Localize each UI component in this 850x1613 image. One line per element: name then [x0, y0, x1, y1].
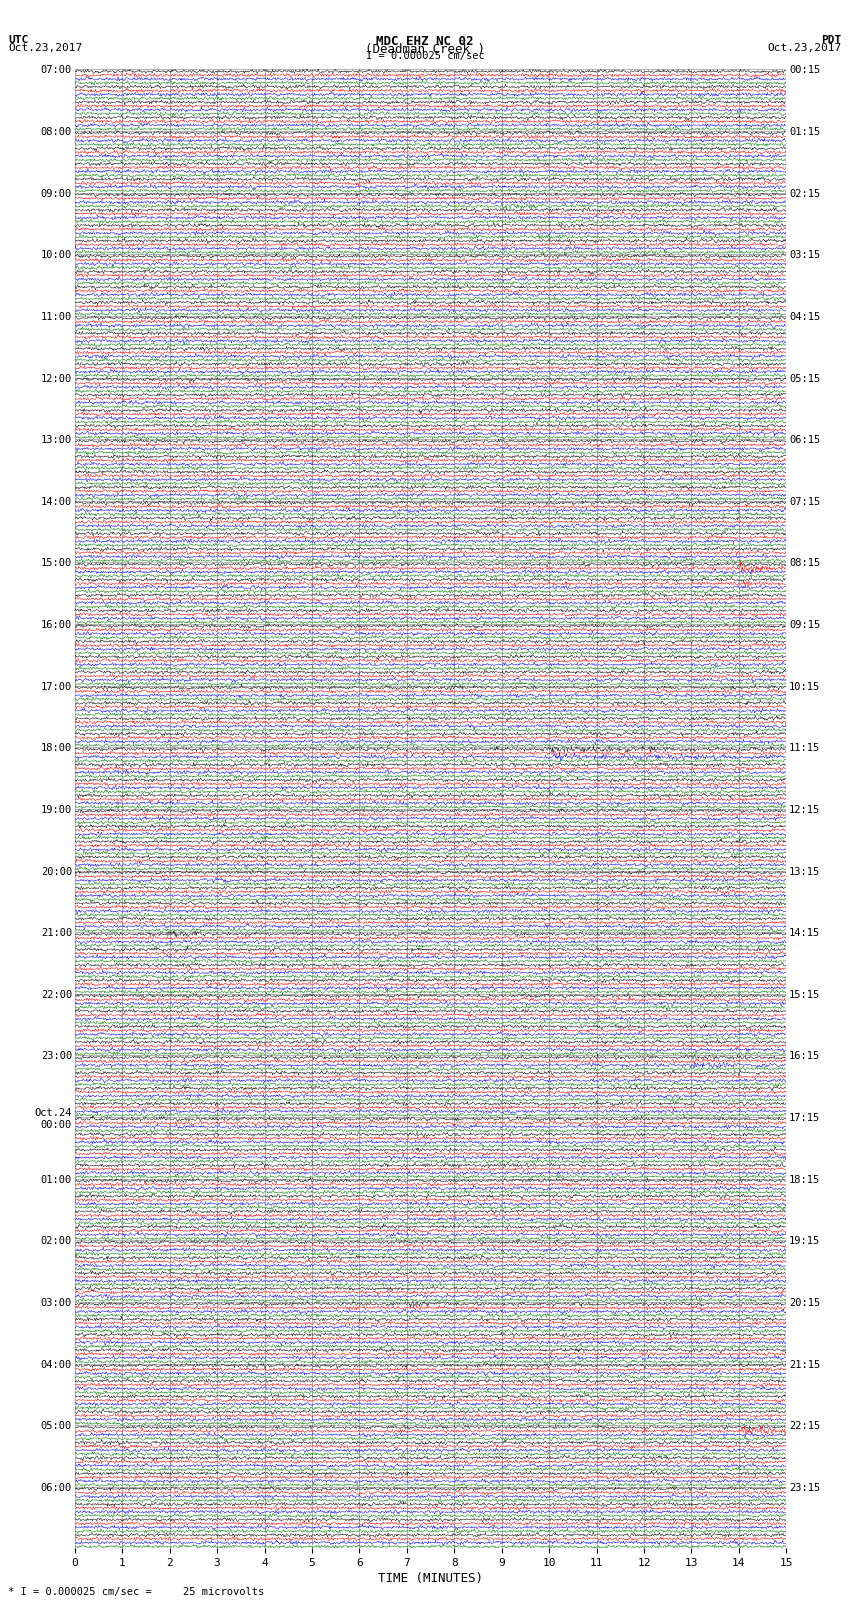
X-axis label: TIME (MINUTES): TIME (MINUTES) [378, 1573, 483, 1586]
Text: MDC EHZ NC 02: MDC EHZ NC 02 [377, 35, 473, 48]
Text: Oct.23,2017: Oct.23,2017 [8, 44, 82, 53]
Text: PDT: PDT [821, 35, 842, 45]
Text: (Deadman Creek ): (Deadman Creek ) [365, 44, 485, 56]
Text: Oct.23,2017: Oct.23,2017 [768, 44, 842, 53]
Text: UTC: UTC [8, 35, 29, 45]
Text: * I = 0.000025 cm/sec =     25 microvolts: * I = 0.000025 cm/sec = 25 microvolts [8, 1587, 264, 1597]
Text: I = 0.000025 cm/sec: I = 0.000025 cm/sec [366, 50, 484, 61]
